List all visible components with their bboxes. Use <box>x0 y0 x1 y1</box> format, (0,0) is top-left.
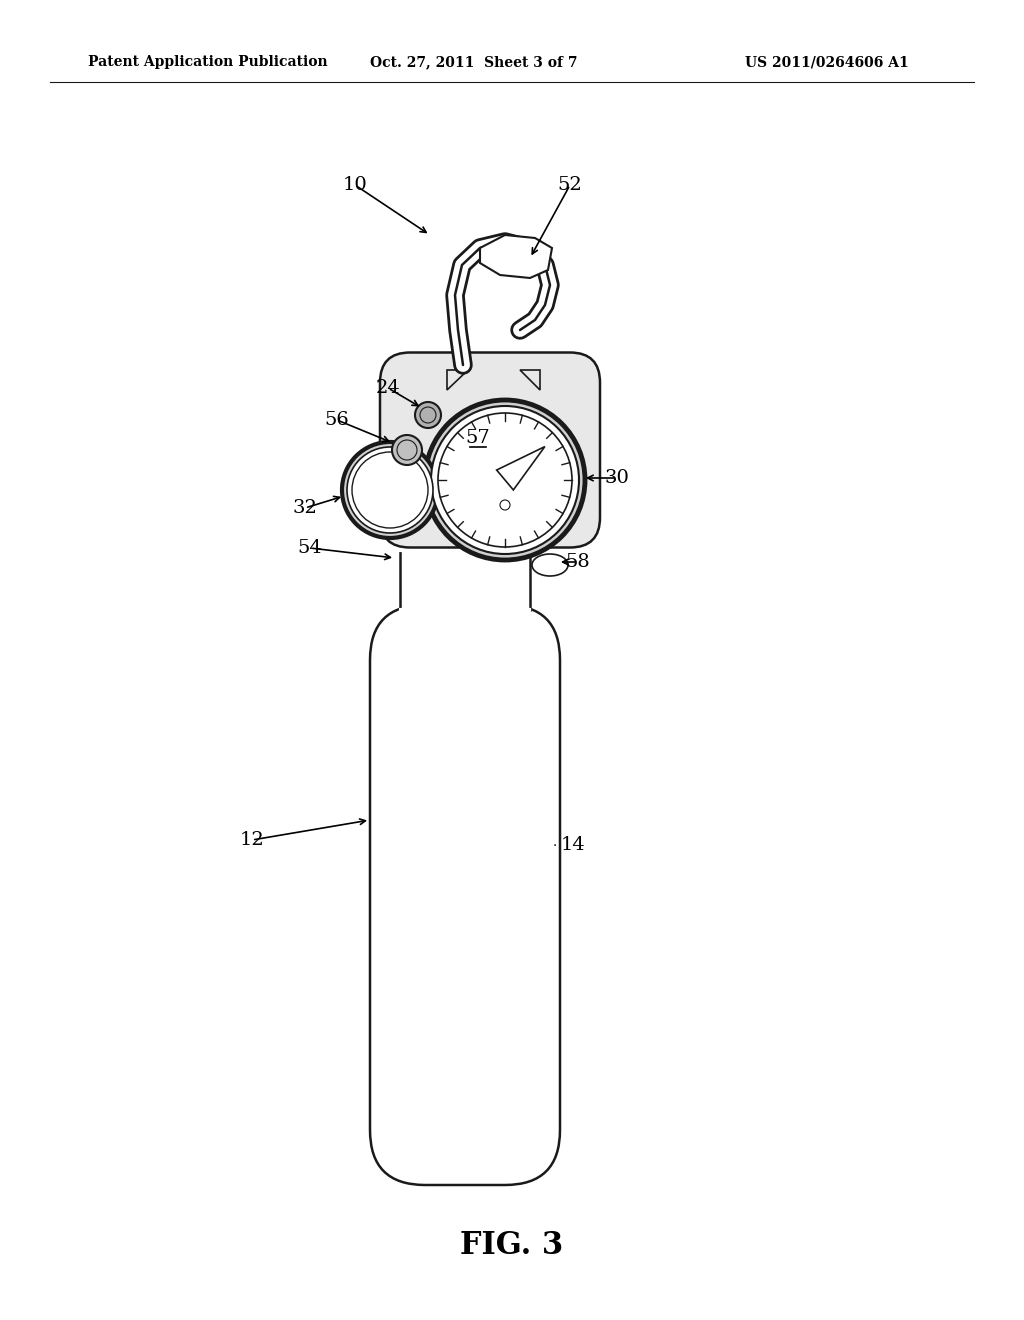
Text: 52: 52 <box>558 176 583 194</box>
Text: 24: 24 <box>376 379 400 397</box>
Circle shape <box>438 413 572 546</box>
Text: US 2011/0264606 A1: US 2011/0264606 A1 <box>745 55 908 69</box>
Ellipse shape <box>532 554 568 576</box>
Circle shape <box>425 400 585 560</box>
Text: Oct. 27, 2011  Sheet 3 of 7: Oct. 27, 2011 Sheet 3 of 7 <box>370 55 578 69</box>
FancyBboxPatch shape <box>370 605 560 1185</box>
Text: 12: 12 <box>240 832 264 849</box>
Circle shape <box>392 436 422 465</box>
Text: 56: 56 <box>325 411 349 429</box>
Text: FIG. 3: FIG. 3 <box>461 1229 563 1261</box>
Circle shape <box>342 442 438 539</box>
Polygon shape <box>480 235 552 279</box>
Text: Patent Application Publication: Patent Application Publication <box>88 55 328 69</box>
Circle shape <box>415 403 441 428</box>
Polygon shape <box>400 550 530 610</box>
Polygon shape <box>497 446 545 490</box>
Text: 58: 58 <box>565 553 591 572</box>
Text: 30: 30 <box>604 469 630 487</box>
Circle shape <box>352 451 428 528</box>
Text: 14: 14 <box>560 836 586 854</box>
Text: 10: 10 <box>343 176 368 194</box>
Circle shape <box>431 407 579 554</box>
Text: 57: 57 <box>466 429 490 447</box>
Text: 32: 32 <box>293 499 317 517</box>
Text: 54: 54 <box>298 539 323 557</box>
Circle shape <box>347 447 433 533</box>
FancyBboxPatch shape <box>380 352 600 548</box>
